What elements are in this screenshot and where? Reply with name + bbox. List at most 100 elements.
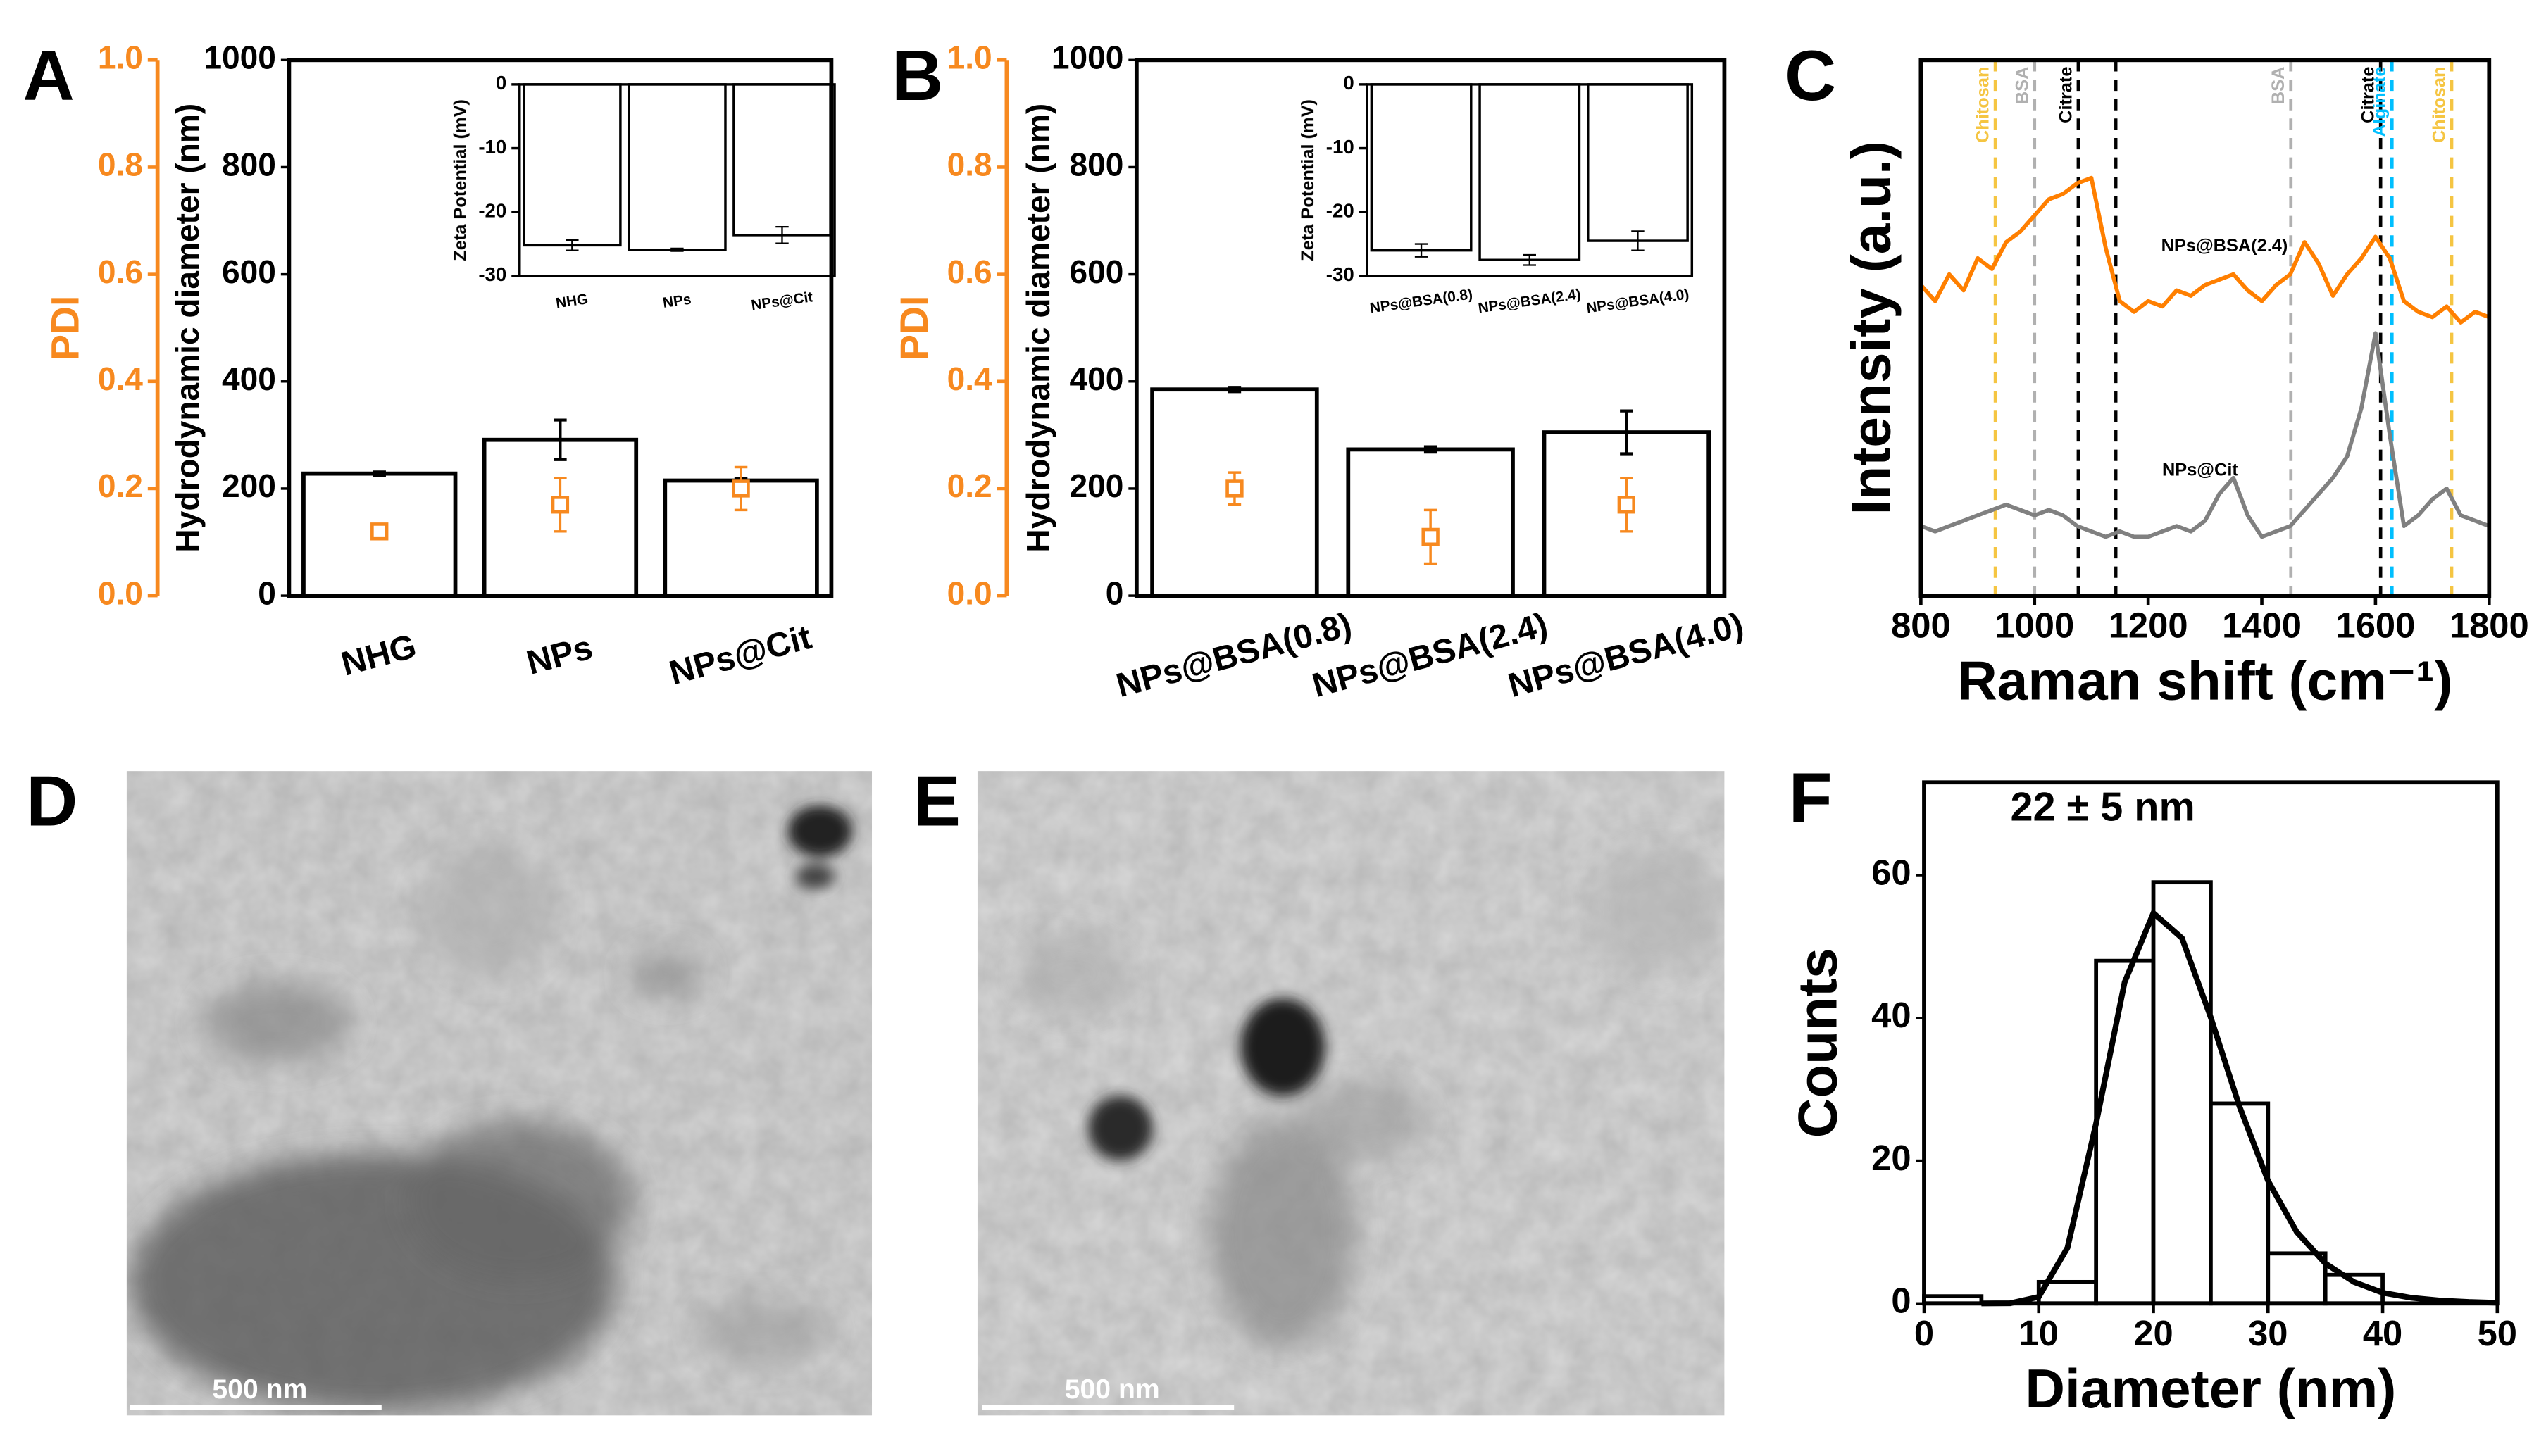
y2-axis-title: PDI [892,296,936,360]
x-tick-label: NHG [337,627,420,684]
y2-tick-label: 0.2 [98,467,143,504]
panel-letter: C [1785,36,1836,115]
y-axis-title: Zeta Potential (mV) [1298,99,1318,261]
annotation: 22 ± 5 nm [2010,785,2195,830]
pdi-marker [1225,479,1244,498]
x-tick-label: 40 [2363,1313,2402,1353]
y-tick-label: -10 [1326,136,1354,158]
y2-tick-label: 1.0 [98,39,143,75]
y-tick-label: 800 [1069,146,1123,183]
x-tick-label: NPs@BSA(4.0) [1585,286,1690,316]
x-tick-label: 1600 [2335,605,2415,646]
plot-frame [287,58,834,598]
y2-tick-label: 0.4 [98,360,143,397]
y-tick-label: -20 [478,200,506,222]
tem-dark-particles [787,805,853,890]
y2-axis-title: PDI [43,296,87,360]
spectrum-line [1919,175,2490,325]
y2-tick-label: 0.0 [98,575,143,611]
reference-label: BSA [2269,67,2288,105]
y-tick-label: 1000 [1052,39,1124,75]
reference-label: Citrate [2359,67,2378,123]
x-tick-label: 1400 [2222,605,2302,646]
scale-bar-label: 500 nm [1065,1374,1160,1405]
scale-bar-label: 500 nm [212,1374,307,1405]
y-tick-label: -20 [1326,200,1354,222]
y-axis-title: Hydrodynamic diameter (nm) [169,103,206,553]
y-tick-label: 60 [1871,852,1911,892]
panel-letter: B [892,36,943,115]
pdi-marker [732,479,750,498]
plot-frame [1366,83,1694,277]
x-axis-title: Raman shift (cm⁻¹) [1957,650,2452,712]
tem-image-d [126,771,873,1416]
y-tick-label: 0 [496,72,506,94]
pdi-marker [1421,527,1440,546]
y-tick-label: 200 [222,467,276,504]
histogram-bar [2094,958,2156,1306]
y-axis-title: Counts [1786,948,1848,1138]
y2-tick-label: 1.0 [947,39,992,75]
x-tick-label: 800 [1891,605,1951,646]
reference-label: BSA [2012,67,2032,105]
fit-curve [1981,908,2497,1307]
pdi-marker [1617,496,1636,514]
y2-tick-label: 0.0 [947,575,992,611]
x-tick-label: NPs [662,291,692,311]
y-tick-label: 0 [1343,72,1354,94]
y-tick-label: 800 [222,146,276,183]
histogram-bar [2209,1101,2271,1306]
panel-letter: F [1789,758,1833,838]
y-tick-label: -30 [478,263,506,285]
x-tick-label: NPs@Cit [666,618,816,692]
bar [1370,83,1473,252]
x-tick-label: 1800 [2450,605,2529,646]
bar [1478,83,1581,261]
x-tick-label: 0 [1914,1313,1934,1353]
y-tick-label: 600 [222,253,276,290]
tem-aggregates [1014,843,1721,1348]
x-tick-label: 50 [2478,1313,2517,1353]
y2-tick-label: 0.8 [947,146,992,183]
y-axis-title: Intensity (a.u.) [1840,141,1902,515]
x-axis-title: Diameter (nm) [2025,1357,2396,1419]
bar [522,83,622,247]
y-tick-label: 200 [1069,467,1123,504]
series-label: NPs@Cit [2162,460,2238,479]
x-tick-label: NPs@BSA(0.8) [1369,286,1474,316]
tem-aggregates [130,843,828,1412]
y-tick-label: -30 [1326,263,1354,285]
y-tick-label: 20 [1871,1138,1911,1178]
x-tick-label: NPs [523,628,597,682]
tem-image-e [977,771,1725,1416]
pdi-marker [551,496,570,514]
y-axis-title: Zeta Potential (mV) [450,99,470,261]
x-tick-label: NPs@Cit [750,289,814,313]
y2-tick-label: 0.6 [947,253,992,290]
y-tick-label: 0 [258,575,276,611]
y2-tick-label: 0.6 [98,253,143,290]
y-tick-label: 400 [222,360,276,397]
x-tick-label: 10 [2019,1313,2059,1353]
x-tick-label: 1000 [1995,605,2074,646]
plot-frame [1918,58,2492,598]
plot-frame [518,83,836,277]
y2-tick-label: 0.2 [947,467,992,504]
y-tick-label: 1000 [204,39,276,75]
y-tick-label: 600 [1069,253,1123,290]
reference-label: Chitosan [1973,67,1993,143]
y-tick-label: -10 [478,136,506,158]
y2-tick-label: 0.4 [947,360,992,397]
plot-frame [1134,58,1727,598]
panel-letter: D [26,762,77,841]
reference-label: Chitosan [2430,67,2450,143]
y-tick-label: 400 [1069,360,1123,397]
plot-frame [1922,780,2500,1306]
x-tick-label: NHG [555,291,589,311]
reference-label: Alginate [2370,67,2390,137]
y-tick-label: 40 [1871,995,1911,1035]
y-axis-title: Hydrodynamic diameter (nm) [1020,103,1056,553]
x-tick-label: NPs@BSA(2.4) [1477,286,1582,316]
spectrum-line [1920,331,2490,539]
